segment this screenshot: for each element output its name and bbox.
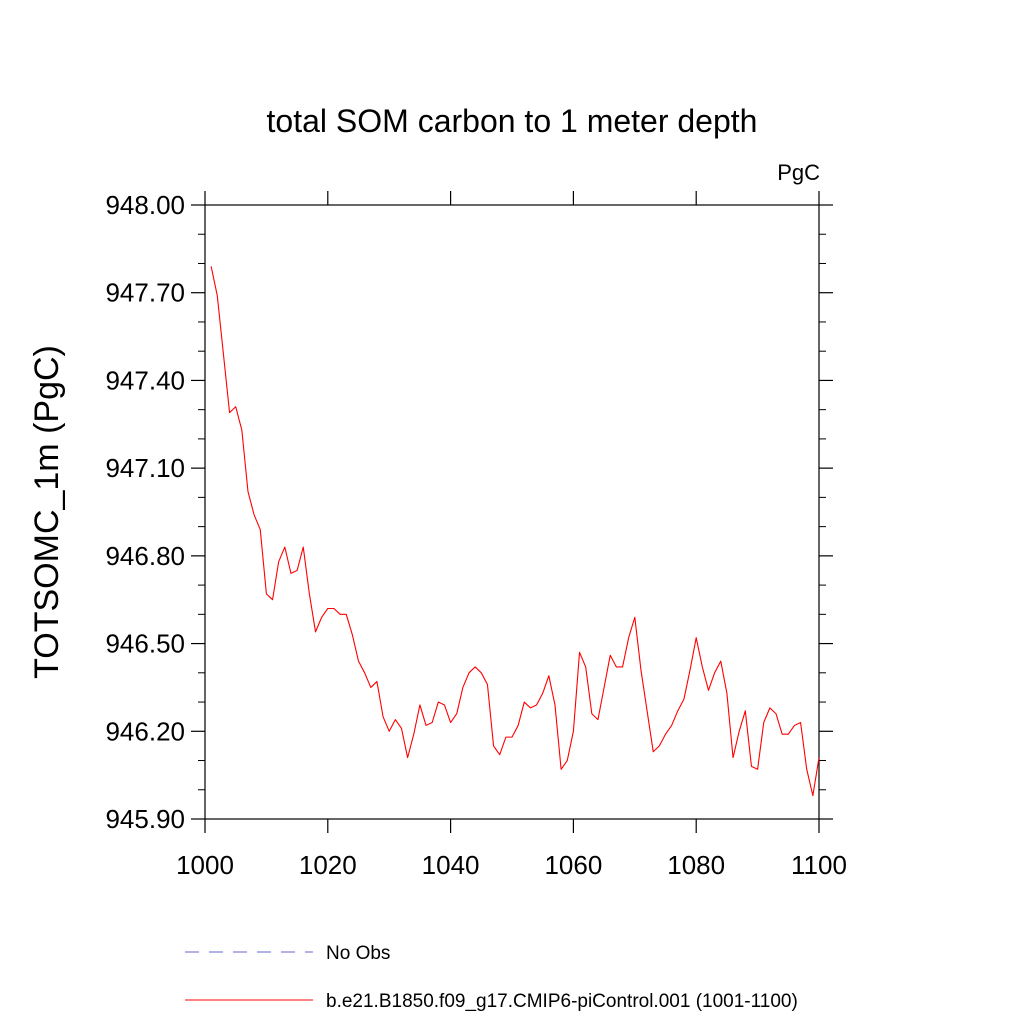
y-axis-label: TOTSOMC_1m (PgC) bbox=[28, 345, 66, 679]
y-tick-label: 945.90 bbox=[105, 804, 185, 834]
y-tick-label: 947.40 bbox=[105, 365, 185, 395]
series-line-1 bbox=[210, 266, 820, 797]
legend-label-1: b.e21.B1850.f09_g17.CMIP6-piControl.001 … bbox=[326, 991, 798, 1012]
y-tick-label: 948.00 bbox=[105, 190, 185, 220]
y-tick-label: 946.50 bbox=[105, 629, 185, 659]
x-tick-label: 1020 bbox=[299, 850, 357, 880]
y-tick-label: 947.10 bbox=[105, 453, 185, 483]
y-tick-label: 946.20 bbox=[105, 716, 185, 746]
x-tick-label: 1080 bbox=[667, 850, 725, 880]
x-axis-ticks: 1000 1020 1040 1060 1080 1100 bbox=[176, 191, 847, 880]
units-label: PgC bbox=[777, 160, 820, 185]
legend: No Obs b.e21.B1850.f09_g17.CMIP6-piContro… bbox=[185, 943, 798, 1012]
chart-title: total SOM carbon to 1 meter depth bbox=[267, 103, 758, 139]
x-tick-label: 1040 bbox=[422, 850, 480, 880]
y-tick-label: 946.80 bbox=[105, 541, 185, 571]
y-tick-label: 947.70 bbox=[105, 278, 185, 308]
x-tick-label: 1060 bbox=[544, 850, 602, 880]
plot-frame bbox=[204, 204, 820, 820]
legend-label-0: No Obs bbox=[326, 943, 390, 964]
series-layer bbox=[210, 266, 820, 797]
y-axis-ticks: 945.90 946.20 946.50 946.80 947.10 947.40 947.… bbox=[105, 190, 833, 834]
x-tick-label: 1100 bbox=[791, 850, 847, 880]
x-tick-label: 1000 bbox=[176, 850, 234, 880]
